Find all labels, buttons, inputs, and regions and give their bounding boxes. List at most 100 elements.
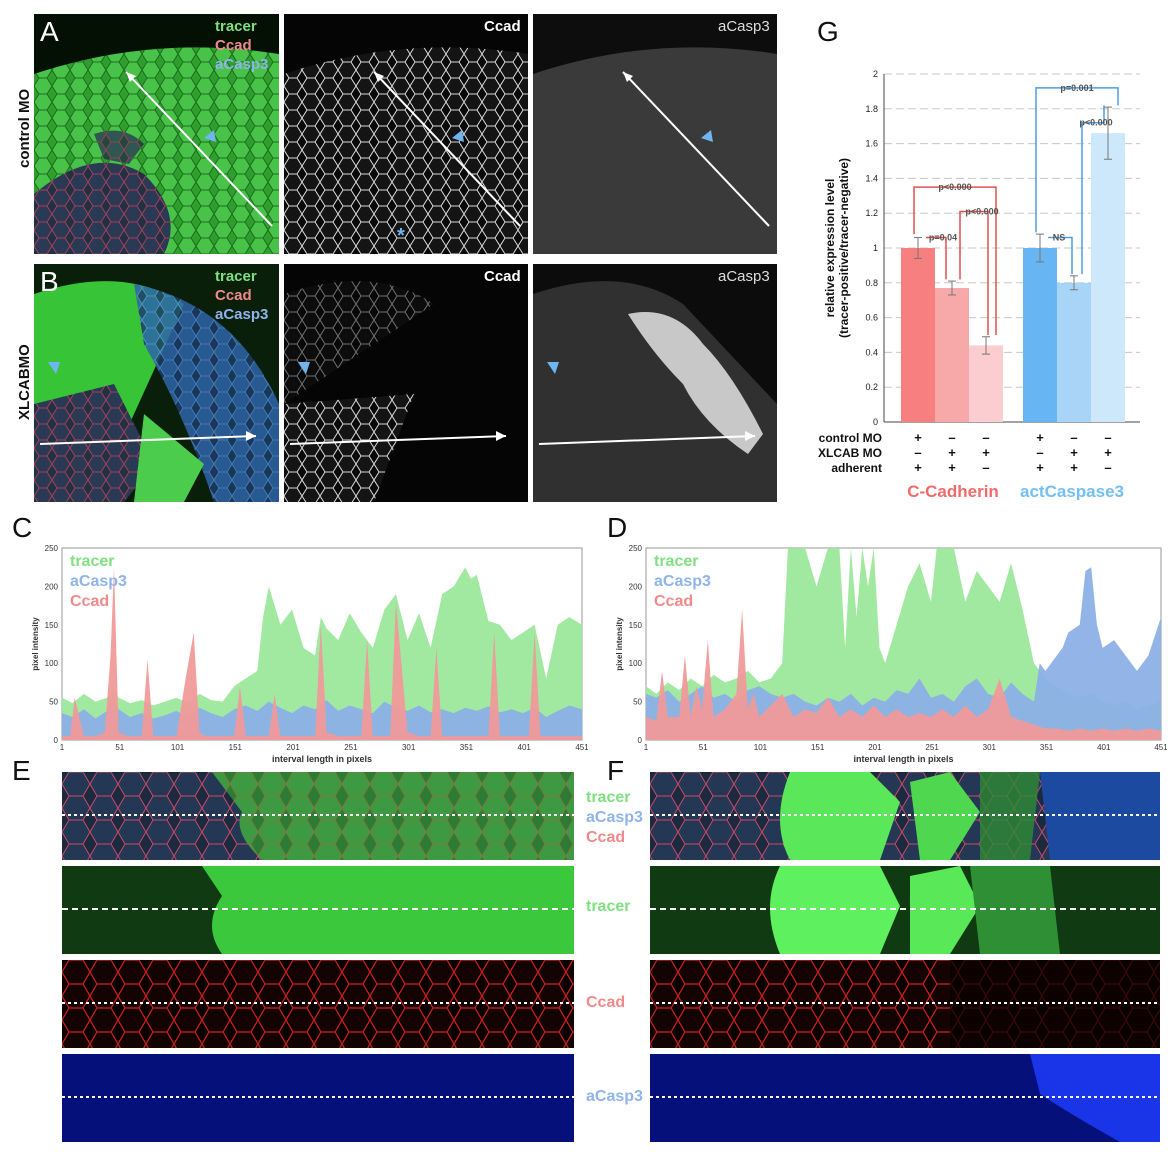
y-tick-label: 1.4 — [865, 173, 878, 183]
condition-value: + — [1036, 460, 1044, 475]
condition-value: + — [914, 430, 922, 445]
condition-value: + — [982, 445, 990, 460]
p-value-label: p=0.04 — [929, 233, 957, 243]
legend-Ccad: Ccad — [70, 593, 109, 610]
condition-row-label: adherent — [831, 461, 882, 475]
ccad-title-b: Ccad — [484, 268, 521, 285]
acasp3-title-a: aCasp3 — [718, 18, 770, 35]
bracket-line — [1035, 87, 1119, 233]
panel-b-merge-image — [34, 264, 279, 502]
bracket-line — [926, 236, 947, 280]
y-tick-label: 1.2 — [865, 208, 878, 218]
condition-value: + — [1036, 430, 1044, 445]
condition-value: – — [948, 430, 955, 445]
condition-row-label: XLCAB MO — [818, 446, 882, 460]
x-tick-label: 251 — [344, 743, 358, 752]
bar-actCaspase3-2 — [1091, 133, 1125, 422]
y-tick-label: 200 — [629, 582, 643, 591]
ccad-micrograph-b — [284, 264, 528, 502]
e-f-label-acasp3-2: aCasp3 — [586, 1088, 643, 1105]
y-tick-label: 150 — [629, 621, 643, 630]
significance-bracket: p=0.001 — [1035, 83, 1119, 233]
y-tick-label: 0 — [638, 736, 643, 745]
y-tick-label: 250 — [45, 544, 59, 553]
channel-label-acasp3-b: aCasp3 — [215, 306, 269, 323]
channel-label-acasp3-a: aCasp3 — [215, 56, 269, 73]
bar-actCaspase3-1 — [1057, 282, 1091, 422]
legend-Ccad: Ccad — [654, 593, 693, 610]
panel-f-merge-strip — [650, 772, 1160, 860]
x-tick-label: 51 — [115, 743, 124, 752]
y-tick-label: 0.4 — [865, 347, 878, 357]
panel-d-label: D — [607, 512, 628, 543]
p-value-label: p<0.000 — [1079, 118, 1112, 128]
x-tick-label: 201 — [286, 743, 300, 752]
panel-f-acasp3-strip — [650, 1054, 1160, 1142]
x-tick-label: 401 — [518, 743, 532, 752]
f-ccad-image — [650, 960, 1160, 1048]
ccad-micrograph-a: * — [284, 14, 528, 254]
panel-f-label: F — [607, 755, 625, 786]
area-series-aCasp3 — [646, 567, 1161, 740]
bar-actCaspase3-0 — [1023, 248, 1057, 422]
x-tick-label: 301 — [983, 743, 997, 752]
row-label-control: control MO — [16, 88, 33, 168]
x-tick-label: 451 — [575, 743, 588, 752]
channel-label-tracer-b: tracer — [215, 268, 257, 285]
panel-c-label: C — [12, 512, 33, 543]
y-tick-label: 1 — [873, 243, 878, 253]
y-axis-label: pixel intensity — [615, 617, 624, 671]
panel-a-label: A — [40, 16, 59, 47]
panel-a-acasp3-image — [533, 14, 777, 254]
channel-label-ccad-b: Ccad — [215, 287, 252, 304]
panel-f-tracer-strip — [650, 866, 1160, 954]
group-label-C-Cadherin: C-Cadherin — [907, 482, 999, 500]
p-value-label: p=0.001 — [1060, 83, 1093, 93]
e-f-label-ccad-1: Ccad — [586, 829, 626, 846]
panel-b-acasp3-image — [533, 264, 777, 502]
bracket-line — [959, 210, 989, 335]
panel-a-ccad-image: * — [284, 14, 528, 254]
legend-tracer: tracer — [654, 553, 698, 570]
bar-C-Cadherin-1 — [935, 288, 969, 422]
p-value-label: p<0.000 — [938, 182, 971, 192]
y-tick-label: 0.8 — [865, 278, 878, 288]
panel-f-ccad-strip — [650, 960, 1160, 1048]
area-series-Ccad — [646, 609, 1161, 740]
condition-value: + — [948, 460, 956, 475]
bracket-line — [913, 186, 997, 335]
panel-g-label: G — [817, 16, 839, 47]
bracket-line — [1048, 236, 1073, 275]
panel-b-label: B — [40, 266, 59, 297]
e-merge-image — [62, 772, 574, 860]
x-tick-label: 101 — [171, 743, 185, 752]
y-tick-label: 100 — [629, 659, 643, 668]
legend-tracer: tracer — [70, 553, 114, 570]
panel-e-merge-strip — [62, 772, 574, 860]
condition-value: – — [1036, 445, 1043, 460]
merge-micrograph-a — [34, 14, 279, 254]
acasp3-micrograph-a — [533, 14, 777, 254]
channel-label-tracer-a: tracer — [215, 18, 257, 35]
significance-bracket: p<0.000 — [1079, 105, 1113, 275]
x-tick-label: 201 — [868, 743, 882, 752]
legend-aCasp3: aCasp3 — [70, 573, 127, 590]
x-tick-label: 51 — [699, 743, 708, 752]
x-tick-label: 101 — [754, 743, 768, 752]
significance-bracket: p<0.000 — [913, 182, 997, 335]
area-series-Ccad — [62, 567, 582, 740]
x-tick-label: 451 — [1154, 743, 1167, 752]
bar-C-Cadherin-0 — [901, 248, 935, 422]
x-tick-label: 351 — [460, 743, 474, 752]
legend-aCasp3: aCasp3 — [654, 573, 711, 590]
x-axis-label: interval length in pixels — [853, 754, 953, 764]
condition-value: – — [1070, 430, 1077, 445]
condition-value: + — [1104, 445, 1112, 460]
panel-e-label: E — [12, 755, 31, 786]
e-tracer-image — [62, 866, 574, 954]
e-f-label-tracer-2: tracer — [586, 898, 631, 915]
channel-label-ccad-a: Ccad — [215, 37, 252, 54]
f-tracer-image — [650, 866, 1160, 954]
